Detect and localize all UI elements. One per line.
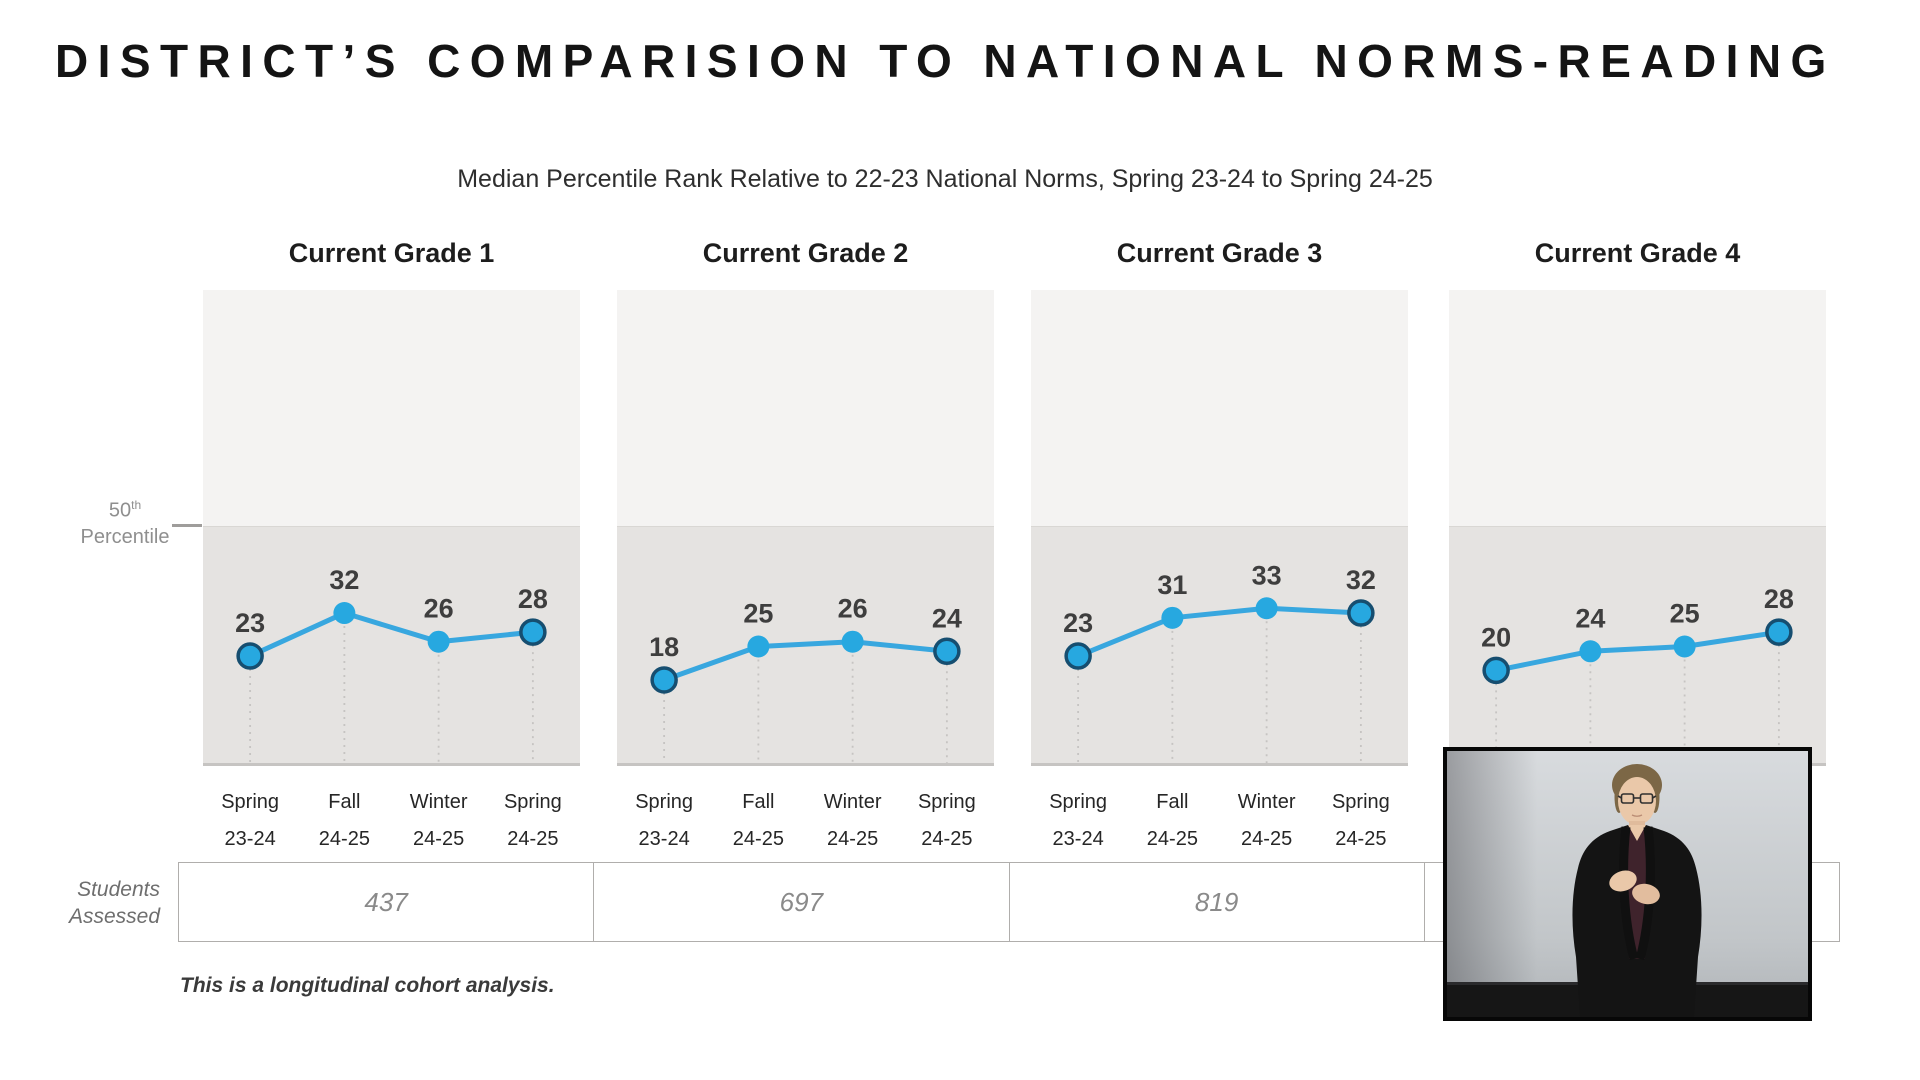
point-value-label: 26 bbox=[424, 594, 454, 624]
percentile-line-chart: 20 24 25 28 bbox=[1449, 290, 1826, 766]
point-value-label: 31 bbox=[1157, 570, 1187, 600]
chart-title: Median Percentile Rank Relative to 22-23… bbox=[457, 165, 1433, 193]
panel-title: Current Grade 3 bbox=[1116, 238, 1323, 268]
interpreter-video[interactable] bbox=[1443, 747, 1812, 1021]
percentile-line-chart: 23 32 26 28 bbox=[203, 290, 580, 766]
point-value-label: 20 bbox=[1481, 622, 1511, 652]
50th-percentile-tick bbox=[172, 524, 202, 527]
percentile-line-chart: 18 25 26 24 bbox=[617, 290, 994, 766]
point-value-label: 25 bbox=[1670, 599, 1700, 629]
point-value-label: 18 bbox=[649, 632, 679, 662]
panel-title: Current Grade 2 bbox=[702, 238, 909, 268]
students-assessed-value-1: 437 bbox=[178, 862, 595, 942]
point-value-label: 26 bbox=[838, 594, 868, 624]
page-title: DISTRICT’S COMPARISION TO NATIONAL NORMS… bbox=[55, 35, 1836, 87]
panel-title: Current Grade 1 bbox=[288, 238, 495, 268]
point-value-label: 32 bbox=[329, 565, 359, 595]
point-value-label: 25 bbox=[743, 599, 773, 629]
interpreter-person bbox=[1572, 764, 1702, 1017]
sign-language-interpreter-illustration bbox=[1447, 751, 1808, 1017]
point-value-label: 24 bbox=[1575, 603, 1605, 633]
grade-panel-2: Current Grade 2 18 25 26 24 Spring 23-24 Fall… bbox=[617, 238, 994, 858]
point-value-label: 32 bbox=[1346, 565, 1376, 595]
panel-title: Current Grade 4 bbox=[1534, 238, 1741, 268]
students-assessed-label: Students Assessed bbox=[68, 878, 160, 928]
point-value-label: 24 bbox=[932, 603, 962, 633]
footnote: This is a longitudinal cohort analysis. bbox=[180, 974, 555, 997]
students-assessed-row: 437 697 819 bbox=[178, 862, 1840, 942]
students-assessed-value-3: 819 bbox=[1008, 862, 1425, 942]
point-value-label: 28 bbox=[1764, 584, 1794, 614]
y-axis-50th-percentile-label: 50th Percentile bbox=[80, 498, 170, 548]
point-value-label: 23 bbox=[235, 608, 265, 638]
grade-panel-3: Current Grade 3 23 31 33 32 Spring 23-24 Fall… bbox=[1031, 238, 1408, 858]
percentile-line-chart: 23 31 33 32 bbox=[1031, 290, 1408, 766]
grade-panel-1: Current Grade 1 23 32 26 28 Spring 23-24 Fall… bbox=[203, 238, 580, 858]
point-value-label: 33 bbox=[1252, 560, 1282, 590]
glasses-icon bbox=[1617, 793, 1657, 804]
hand bbox=[1632, 883, 1660, 905]
hand bbox=[1609, 870, 1637, 892]
point-value-label: 23 bbox=[1063, 608, 1093, 638]
point-value-label: 28 bbox=[518, 584, 548, 614]
students-assessed-value-2: 697 bbox=[593, 862, 1010, 942]
